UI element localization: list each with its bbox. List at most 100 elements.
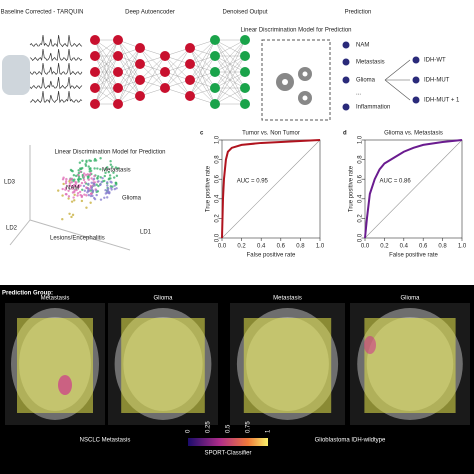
scatter-dot (89, 172, 92, 175)
scatter-dot (79, 184, 82, 187)
scatter-dot (70, 215, 73, 219)
scatter-dot (93, 157, 97, 161)
y-tick-label: 0.8 (215, 155, 221, 164)
scatter-dot (114, 166, 118, 169)
edge (139, 71, 166, 97)
scatter-dot (69, 168, 73, 172)
hotspot (364, 336, 376, 354)
node (240, 99, 250, 109)
scatter-dot (84, 164, 88, 167)
scatter-dot (76, 185, 79, 188)
scatter-dot (84, 173, 88, 177)
label: NAM (356, 43, 369, 49)
node (240, 51, 250, 61)
scatter-dot (82, 175, 86, 178)
edge (139, 55, 166, 81)
label: Metastasis (102, 168, 131, 174)
scatter-dot (114, 181, 118, 185)
scatter-dot (106, 196, 109, 199)
node (210, 35, 220, 45)
annotation: AUC = 0.86 (380, 179, 412, 185)
scatter-dot (92, 177, 96, 181)
node (113, 35, 123, 45)
label: LD2 (6, 226, 18, 232)
edge (139, 55, 166, 97)
x-tick-label: 0.6 (419, 244, 428, 250)
node (113, 67, 123, 77)
label: IDH-MUT + 1 (424, 98, 460, 104)
y-axis-label: True positive rate (206, 165, 212, 212)
label: Baseline Corrected - TARQUIN (1, 10, 84, 16)
node (90, 51, 100, 61)
scatter-dot (85, 206, 88, 209)
node (135, 59, 145, 69)
scatter-dot (73, 193, 76, 197)
scatter-dot (97, 184, 100, 188)
scatter-dot (61, 194, 64, 197)
diagonal (221, 139, 321, 239)
node (240, 83, 250, 93)
scatter-dot (112, 176, 116, 179)
panel-label: Glioma (153, 296, 173, 302)
edge (214, 87, 246, 105)
scatter-dot (62, 182, 65, 186)
axis (29, 219, 131, 251)
node (210, 83, 220, 93)
edge (189, 55, 216, 97)
scatter-dot (70, 181, 73, 184)
scatter-dot (92, 182, 96, 186)
plot-frame (221, 139, 321, 239)
spectrum (29, 34, 83, 48)
node (185, 75, 195, 85)
scatter-dot (95, 193, 98, 197)
chart-title: Glioma vs. Metastasis (384, 131, 443, 137)
scatter-dot (81, 188, 84, 191)
edge (214, 39, 246, 57)
link (384, 79, 411, 101)
scatter-dot (99, 176, 102, 179)
scatter-dot (87, 182, 90, 186)
edge (117, 63, 141, 105)
panel-label: Metastasis (273, 296, 302, 302)
scatter-dot (77, 169, 80, 172)
scatter-dot (104, 189, 107, 192)
colorbar-tick: 1 (266, 429, 272, 433)
scatter-dot (90, 181, 93, 184)
edge (214, 55, 246, 105)
edge (94, 39, 119, 73)
scatter-dot (79, 167, 82, 170)
label: Inflammation (356, 105, 390, 111)
mri-heading: Prediction Group: (2, 291, 53, 297)
node (113, 99, 123, 109)
node (160, 67, 170, 77)
scatter-dot (70, 200, 74, 203)
x-tick-label: 0.6 (277, 244, 286, 250)
edge (117, 47, 141, 73)
scatter-dot (110, 181, 113, 184)
y-tick-label: 0.2 (215, 214, 221, 223)
label: Linear Discrimination Model for Predicti… (54, 150, 165, 156)
scatter-dot (71, 213, 75, 217)
x-tick-label: 1.0 (316, 244, 325, 250)
node (185, 91, 195, 101)
colorbar-tick: 0.75 (246, 421, 252, 433)
x-tick-label: 0.4 (400, 244, 409, 250)
scatter-dot (64, 180, 68, 183)
prediction-overlay (243, 318, 332, 413)
scatter-dot (95, 183, 98, 186)
axis (9, 219, 31, 246)
scatter-dot (82, 184, 86, 188)
edge (214, 39, 246, 105)
edge (189, 71, 216, 97)
panel-letter: c (200, 131, 204, 137)
scatter-dot (106, 184, 109, 187)
node (90, 83, 100, 93)
spectrum (29, 48, 83, 62)
scatter-dot (91, 190, 95, 194)
scatter-dot (89, 167, 92, 170)
scatter-dot (67, 195, 71, 198)
edge (214, 39, 246, 89)
node (210, 51, 220, 61)
scatter-dot (77, 171, 81, 175)
label: LD1 (140, 230, 152, 236)
